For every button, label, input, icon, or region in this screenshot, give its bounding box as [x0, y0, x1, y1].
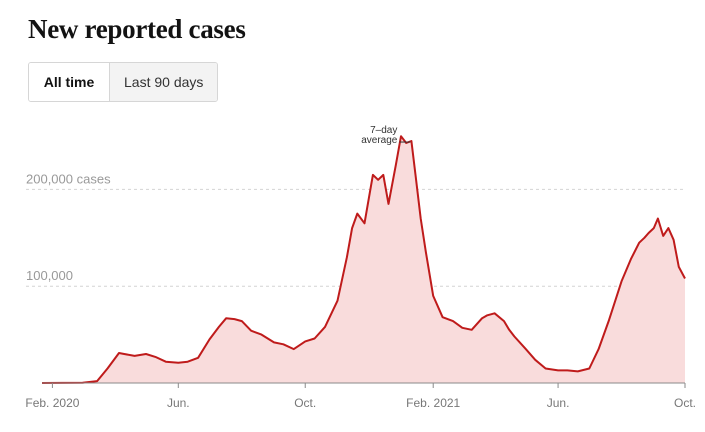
y-tick-label: 100,000 [26, 268, 73, 283]
x-tick-label: Jun. [167, 396, 190, 410]
y-axis: 200,000 cases 100,000 [26, 171, 111, 283]
last-90-days-button[interactable]: Last 90 days [109, 63, 218, 101]
y-tick-label: 200,000 cases [26, 171, 111, 186]
annotation-label: 7–day [370, 125, 397, 136]
cases-area-fill [42, 136, 685, 383]
grid-layer [26, 188, 685, 287]
x-tick-label: Feb. 2020 [25, 396, 79, 410]
all-time-button[interactable]: All time [29, 63, 109, 101]
annotation-label: average [361, 135, 398, 146]
x-axis: Feb. 2020 Jun. Oct. Feb. 2021 Jun. Oct. [25, 383, 696, 410]
seven-day-average-line [41, 135, 686, 384]
x-tick-label: Jun. [547, 396, 570, 410]
x-tick-label: Feb. 2021 [406, 396, 460, 410]
x-tick-label: Oct. [674, 396, 696, 410]
time-range-toggle: All time Last 90 days [28, 62, 219, 102]
page-title: New reported cases [28, 14, 246, 44]
x-tick-label: Oct. [294, 396, 316, 410]
